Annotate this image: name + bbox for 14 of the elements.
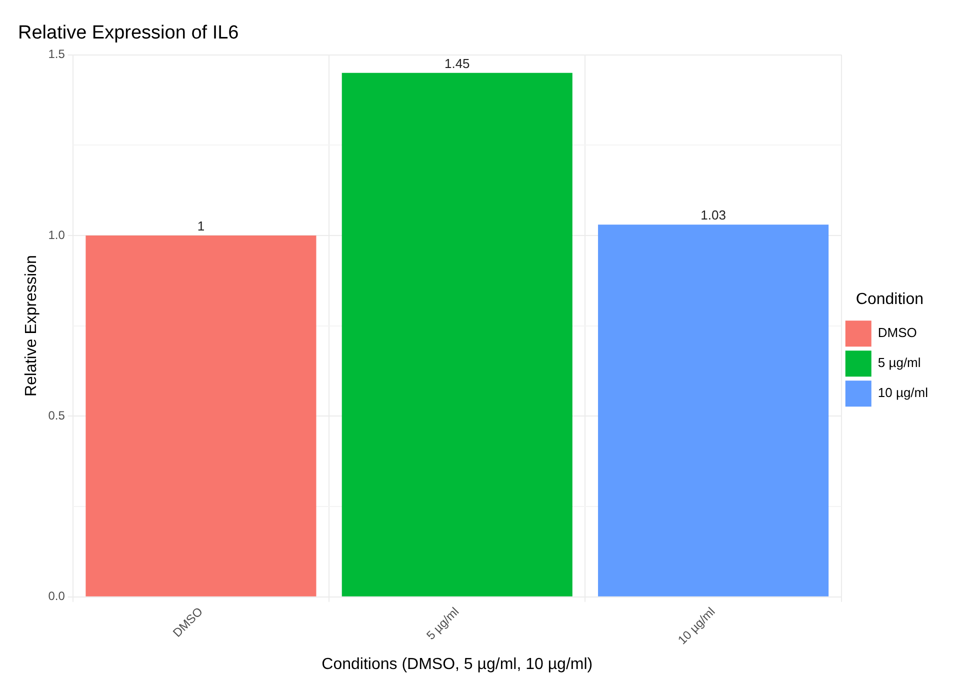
y-tick-label: 1.0 [48,228,66,242]
y-axis-title: Relative Expression [23,255,40,397]
legend-label: DMSO [878,325,917,340]
legend-label: 5 µg/ml [878,355,921,370]
legend-label: 10 µg/ml [878,385,928,400]
data-label: 1.03 [700,208,726,223]
data-label: 1 [197,218,205,234]
data-label: 1.45 [444,56,470,71]
y-tick-label: 0.0 [48,589,66,604]
y-tick-label: 1.5 [48,47,66,62]
chart-title: Relative Expression of IL6 [18,22,239,44]
y-tick-label: 0.5 [48,408,66,423]
legend-title: Condition [856,290,924,308]
x-axis-title: Conditions (DMSO, 5 µg/ml, 10 µg/ml) [322,656,593,673]
